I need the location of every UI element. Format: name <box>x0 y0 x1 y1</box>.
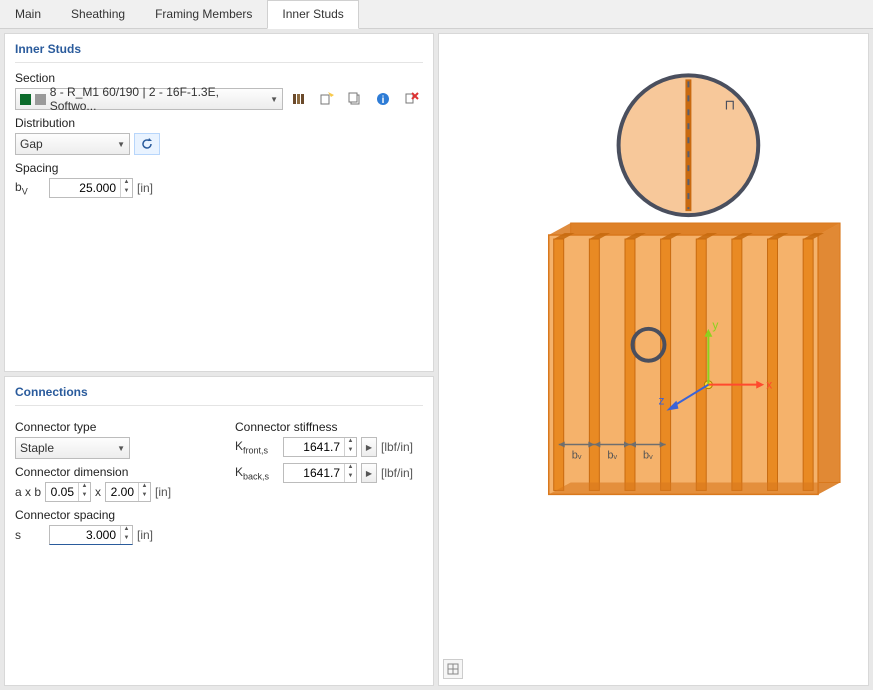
connector-spacing-input[interactable]: ▲▼ <box>49 525 133 545</box>
spin-down-icon[interactable]: ▼ <box>79 492 90 501</box>
spin-up-icon[interactable]: ▲ <box>121 526 132 535</box>
spin-down-icon[interactable]: ▼ <box>121 188 132 197</box>
svg-text:x: x <box>766 378 772 392</box>
section-label: Section <box>15 71 423 85</box>
dim-sep: x <box>95 485 101 499</box>
dim-prefix: a x b <box>15 485 41 499</box>
connector-type-dropdown[interactable]: Staple ▼ <box>15 437 130 459</box>
kfront-unit: [lbf/in] <box>381 440 413 454</box>
connector-spacing-symbol: s <box>15 528 45 542</box>
spacing-unit: [in] <box>137 181 153 195</box>
stiffness-label: Connector stiffness <box>235 420 423 434</box>
spin-down-icon[interactable]: ▼ <box>345 473 356 482</box>
section-dropdown[interactable]: 8 - R_M1 60/190 | 2 - 16F-1.3E, Softwo..… <box>15 88 283 110</box>
connections-panel: Connections Connector type Staple ▼ Conn… <box>4 376 434 686</box>
svg-text:⊓: ⊓ <box>724 96 735 112</box>
reset-button[interactable] <box>134 133 160 155</box>
tab-inner-studs[interactable]: Inner Studs <box>267 0 358 29</box>
chevron-down-icon: ▼ <box>270 95 278 104</box>
kback-unit: [lbf/in] <box>381 466 413 480</box>
connector-spacing-value[interactable] <box>50 526 120 544</box>
spin-up-icon[interactable]: ▲ <box>345 438 356 447</box>
kfront-input[interactable]: ▲▼ <box>283 437 357 457</box>
spacing-label: Spacing <box>15 161 423 175</box>
spin-down-icon[interactable]: ▼ <box>121 535 132 544</box>
info-icon[interactable]: i <box>371 88 395 110</box>
chevron-down-icon: ▼ <box>117 444 125 453</box>
spin-up-icon[interactable]: ▲ <box>345 464 356 473</box>
dim-b-value[interactable] <box>106 483 138 501</box>
chevron-down-icon: ▼ <box>117 140 125 149</box>
section-swatch-1 <box>20 94 31 105</box>
svg-text:z: z <box>658 394 664 408</box>
spin-down-icon[interactable]: ▼ <box>345 447 356 456</box>
spacing-input[interactable]: ▲▼ <box>49 178 133 198</box>
spacing-value[interactable] <box>50 179 120 197</box>
kfront-symbol: Kfront,s <box>235 439 279 455</box>
connector-type-value: Staple <box>20 441 54 455</box>
section-value: 8 - R_M1 60/190 | 2 - 16F-1.3E, Softwo..… <box>50 85 266 113</box>
panel-title-inner-studs: Inner Studs <box>15 42 423 63</box>
section-swatch-2 <box>35 94 46 105</box>
connector-type-label: Connector type <box>15 420 205 434</box>
kback-value[interactable] <box>284 464 344 482</box>
new-icon[interactable] <box>315 88 339 110</box>
kback-expand[interactable]: ▶ <box>361 463 377 483</box>
spin-up-icon[interactable]: ▲ <box>139 483 150 492</box>
dim-a-value[interactable] <box>46 483 78 501</box>
delete-icon[interactable] <box>399 88 423 110</box>
kfront-expand[interactable]: ▶ <box>361 437 377 457</box>
tab-sheathing[interactable]: Sheathing <box>56 0 140 28</box>
dim-a-input[interactable]: ▲▼ <box>45 482 91 502</box>
tab-framing-members[interactable]: Framing Members <box>140 0 267 28</box>
connector-spacing-label: Connector spacing <box>15 508 205 522</box>
kback-input[interactable]: ▲▼ <box>283 463 357 483</box>
svg-text:bᵥ: bᵥ <box>607 450 617 462</box>
dim-unit: [in] <box>155 485 171 499</box>
svg-text:y: y <box>712 318 718 332</box>
connector-dimension-label: Connector dimension <box>15 465 205 479</box>
distribution-value: Gap <box>20 137 43 151</box>
connector-spacing-unit: [in] <box>137 528 153 542</box>
svg-text:bᵥ: bᵥ <box>572 450 582 462</box>
preview-panel: ⊓ bᵥ bᵥ bᵥ y x z <box>438 33 869 686</box>
library-icon[interactable] <box>287 88 311 110</box>
dim-b-input[interactable]: ▲▼ <box>105 482 151 502</box>
distribution-dropdown[interactable]: Gap ▼ <box>15 133 130 155</box>
panel-title-connections: Connections <box>15 385 423 406</box>
tab-bar: Main Sheathing Framing Members Inner Stu… <box>0 0 873 29</box>
inner-studs-panel: Inner Studs Section 8 - R_M1 60/190 | 2 … <box>4 33 434 372</box>
distribution-label: Distribution <box>15 116 423 130</box>
kfront-value[interactable] <box>284 438 344 456</box>
spin-up-icon[interactable]: ▲ <box>121 179 132 188</box>
spacing-symbol: bV <box>15 180 45 196</box>
kback-symbol: Kback,s <box>235 465 279 481</box>
wall-diagram: ⊓ bᵥ bᵥ bᵥ y x z <box>439 34 868 685</box>
svg-text:i: i <box>382 95 385 106</box>
spin-down-icon[interactable]: ▼ <box>139 492 150 501</box>
svg-text:bᵥ: bᵥ <box>643 450 653 462</box>
view-options-icon[interactable] <box>443 659 463 679</box>
spin-up-icon[interactable]: ▲ <box>79 483 90 492</box>
tab-main[interactable]: Main <box>0 0 56 28</box>
copy-icon[interactable] <box>343 88 367 110</box>
